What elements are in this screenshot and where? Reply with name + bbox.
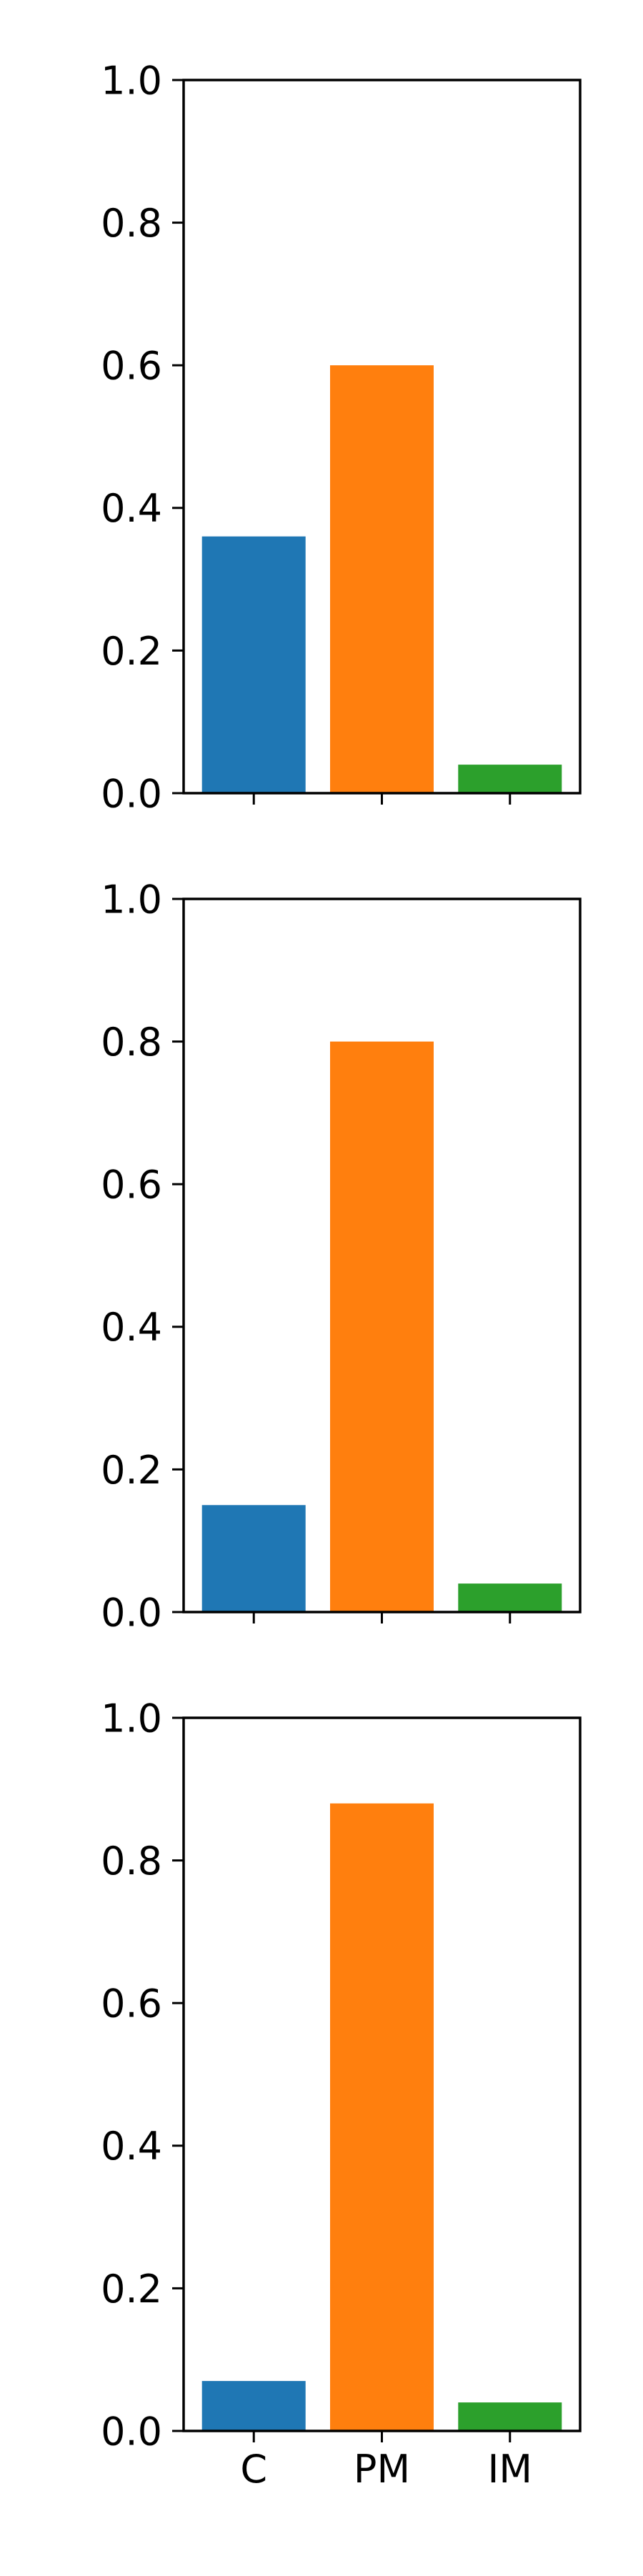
y-tick-label: 0.6	[101, 344, 162, 389]
y-tick-label: 0.2	[101, 1448, 162, 1493]
bar-c	[201, 536, 306, 793]
y-tick-label: 0.8	[101, 1839, 162, 1884]
y-tick-label: 0.0	[101, 2409, 162, 2454]
y-tick-label: 0.4	[101, 2124, 162, 2169]
y-tick-label: 0.0	[101, 1590, 162, 1635]
bar-pm	[330, 1041, 434, 1612]
y-tick-label: 1.0	[101, 58, 162, 103]
bar-pm	[330, 365, 434, 793]
x-tick-label-im: IM	[487, 2447, 532, 2492]
y-tick-label: 0.8	[101, 1020, 162, 1065]
y-tick-label: 0.8	[101, 201, 162, 246]
x-tick-label-c: C	[240, 2447, 267, 2492]
axes-frame	[182, 1716, 582, 2432]
bar-im	[458, 1583, 562, 1612]
x-tick-label-pm: PM	[354, 2447, 410, 2492]
chart-panel-1: 0.0 0.2 0.4 0.6 0.8 1.0	[101, 58, 582, 816]
y-tick-label: 0.4	[101, 486, 162, 531]
y-tick-label: 0.2	[101, 629, 162, 674]
y-tick-label: 1.0	[101, 877, 162, 922]
bar-pm	[330, 1803, 434, 2431]
y-tick-label: 0.6	[101, 1981, 162, 2027]
bar-im	[458, 765, 562, 793]
axes-frame	[182, 897, 582, 1613]
bar-im	[458, 2402, 562, 2431]
bar-c	[201, 2381, 306, 2431]
chart-panel-2: 0.0 0.2 0.4 0.6 0.8 1.0	[101, 877, 582, 1635]
y-tick-label: 0.4	[101, 1305, 162, 1350]
chart-panel-3: 0.0 0.2 0.4 0.6 0.8 1.0 C PM IM	[101, 1696, 582, 2492]
bar-c	[201, 1505, 306, 1612]
y-tick-label: 1.0	[101, 1696, 162, 1741]
axes-frame	[182, 79, 582, 795]
y-tick-label: 0.2	[101, 2267, 162, 2312]
y-tick-label: 0.0	[101, 771, 162, 816]
y-tick-label: 0.6	[101, 1163, 162, 1208]
